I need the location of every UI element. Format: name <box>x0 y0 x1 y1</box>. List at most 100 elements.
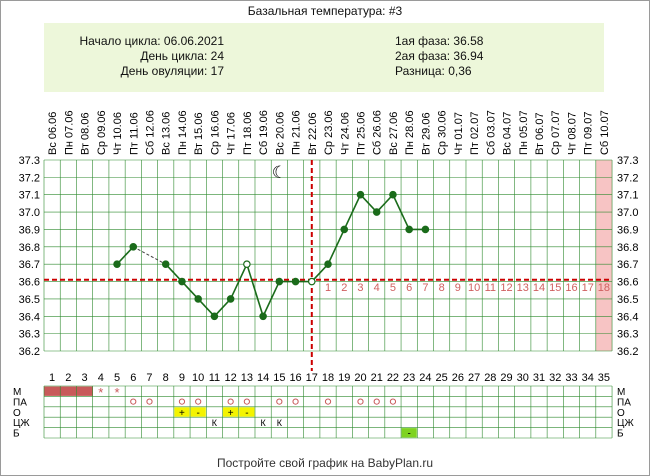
date-label: Пн 14.06 <box>177 110 189 155</box>
temperature-line-segment <box>262 281 281 317</box>
luteal-day-label: 7 <box>422 282 428 294</box>
cycle-info-panel: Начало цикла: 06.06.2021 День цикла: 24 … <box>44 23 604 92</box>
phase2-average: 2ая фаза: 36.94 <box>395 49 484 63</box>
cycle-day-label: 16 <box>289 372 301 384</box>
cycle-day-label: 2 <box>65 372 71 384</box>
date-label: Чт 10.06 <box>112 112 124 155</box>
y-tick-label-right: 37.1 <box>617 190 638 202</box>
luteal-day-label: 13 <box>517 282 529 294</box>
y-tick-label-right: 36.4 <box>617 311 638 323</box>
date-label: Вс 06.06 <box>47 112 59 155</box>
date-label: Ср 23.06 <box>323 110 335 155</box>
y-tick-label-right: 36.2 <box>617 346 638 358</box>
luteal-day-label: 14 <box>533 282 545 294</box>
luteal-day-label: 3 <box>357 282 363 294</box>
date-label: Сб 19.06 <box>258 110 270 155</box>
cycle-day-label: 17 <box>306 372 318 384</box>
temperature-line-segment <box>229 263 248 300</box>
row-label-right: О <box>617 408 625 419</box>
temperature-line-segment <box>181 280 199 300</box>
date-label: Чт 17.06 <box>226 112 238 155</box>
y-tick-label-right: 36.9 <box>617 224 638 236</box>
menses-mark <box>60 386 77 396</box>
row-label-left: М <box>13 387 21 398</box>
cycle-day-label: 23 <box>403 372 415 384</box>
row-label-left: ЦЖ <box>13 418 30 429</box>
temperature-point <box>243 260 251 268</box>
intercourse-mark <box>276 398 283 405</box>
cycle-day-label: 4 <box>98 372 104 384</box>
intercourse-mark <box>227 398 234 405</box>
luteal-day-label: 4 <box>374 282 380 294</box>
temperature-line-segment <box>116 246 134 265</box>
temperature-point <box>178 277 186 286</box>
temperature-point <box>129 243 138 251</box>
cycle-day-label: 18 <box>322 372 334 384</box>
intercourse-mark <box>389 398 397 405</box>
temperature-line-segment <box>376 194 394 213</box>
intercourse-mark <box>292 398 299 405</box>
ovulation-test-cell <box>190 407 206 417</box>
ovulation-test-mark: + <box>179 408 185 419</box>
date-label: Сб 10.07 <box>599 110 611 155</box>
cycle-day-label: 25 <box>436 372 448 384</box>
intercourse-mark <box>195 398 202 405</box>
temperature-point <box>194 295 202 303</box>
ovulation-test-cell <box>174 407 190 417</box>
date-label: Вс 13.06 <box>161 112 173 155</box>
date-label: Сб 03.07 <box>485 110 497 155</box>
luteal-day-label: 5 <box>390 282 396 294</box>
cycle-day-label: 22 <box>387 372 399 384</box>
ovulation-test-mark: + <box>228 408 234 419</box>
cervical-mucus-mark: К <box>212 418 218 428</box>
temperature-line-segment <box>197 298 215 317</box>
cycle-day-label: 30 <box>517 372 529 384</box>
cycle-day-label: 1 <box>49 372 55 384</box>
phase1-average: 1ая фаза: 36.58 <box>395 34 484 48</box>
footer-link[interactable]: Постройте свой график на BabyPlan.ru <box>216 456 434 470</box>
y-tick-label-right: 37.3 <box>617 155 638 167</box>
cycle-day-label: 15 <box>273 372 285 384</box>
date-label: Пт 02.07 <box>469 111 481 155</box>
temperature-line-segment <box>327 229 345 265</box>
temperature-point <box>307 277 316 286</box>
y-tick-label-right: 36.3 <box>617 329 638 341</box>
y-tick-label-left: 36.5 <box>19 294 40 306</box>
cycle-day-label: 20 <box>354 372 366 384</box>
menses-mark <box>76 386 93 396</box>
date-label: Пт 11.06 <box>128 112 140 155</box>
intercourse-mark <box>373 398 380 405</box>
y-tick-label-right: 36.6 <box>617 277 638 289</box>
y-tick-label-right: 37.2 <box>617 172 638 184</box>
row-label-left: Б <box>13 429 20 440</box>
row-label-right: М <box>617 387 625 398</box>
cycle-day-label: 14 <box>257 372 269 384</box>
date-label: Сб 26.06 <box>372 110 384 155</box>
ovulation-day: День овуляции: 17 <box>120 64 224 78</box>
cycle-day-label: 34 <box>582 372 594 384</box>
temperature-point <box>210 312 219 321</box>
date-label: Вт 08.06 <box>80 112 92 155</box>
spotting-mark: * <box>115 385 120 400</box>
luteal-day-label: 16 <box>565 282 577 294</box>
date-label: Пн 28.06 <box>404 110 416 155</box>
temperature-point <box>389 190 397 199</box>
date-label: Вт 29.06 <box>420 112 432 155</box>
cycle-day-label: 21 <box>371 372 383 384</box>
ovulation-test-mark: - <box>245 408 248 419</box>
y-tick-label-left: 36.4 <box>19 311 40 323</box>
cycle-day-label: 7 <box>146 372 152 384</box>
y-tick-label-left: 36.9 <box>19 224 40 236</box>
temperature-point <box>405 225 413 234</box>
luteal-day-label: 6 <box>406 282 412 294</box>
luteal-day-label: 18 <box>598 282 610 294</box>
cycle-day-label: 33 <box>565 372 577 384</box>
temperature-line-segment <box>311 263 329 283</box>
row-label-right: ЦЖ <box>617 418 634 429</box>
cycle-day-label: 35 <box>598 372 610 384</box>
cycle-day-label: 3 <box>82 372 88 384</box>
y-tick-label-left: 36.7 <box>19 259 40 271</box>
date-label: Пн 07.06 <box>63 110 75 155</box>
luteal-day-label: 10 <box>468 282 480 294</box>
date-label: Ср 09.06 <box>96 110 108 155</box>
